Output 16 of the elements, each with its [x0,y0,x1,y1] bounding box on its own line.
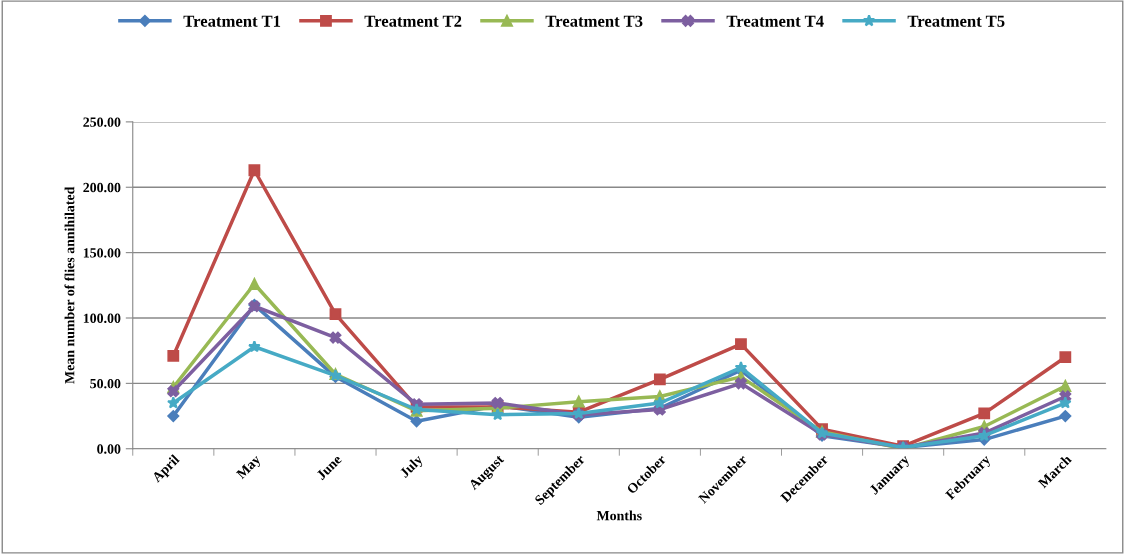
legend-label: Treatment T4 [726,15,824,27]
legend-label: Treatment T5 [907,15,1005,27]
y-tick-label: 250.00 [83,117,121,127]
legend-label: Treatment T3 [545,15,643,27]
y-tick-label: 0.00 [97,444,121,454]
y-tick-label: 200.00 [83,182,121,193]
x-tick-label: June [316,454,343,481]
y-tick-label: 150.00 [83,248,121,258]
y-tick-label: 50.00 [90,378,121,389]
y-tick-label: 100.00 [83,313,121,324]
legend-label: Treatment T2 [364,15,462,27]
x-tick-label: July [399,453,426,481]
x-tick-label: May [235,454,264,482]
y-axis-title: Mean number of flies annihilated [64,186,75,384]
x-axis-title: Months [596,510,642,521]
legend-label: Treatment T1 [183,15,281,27]
